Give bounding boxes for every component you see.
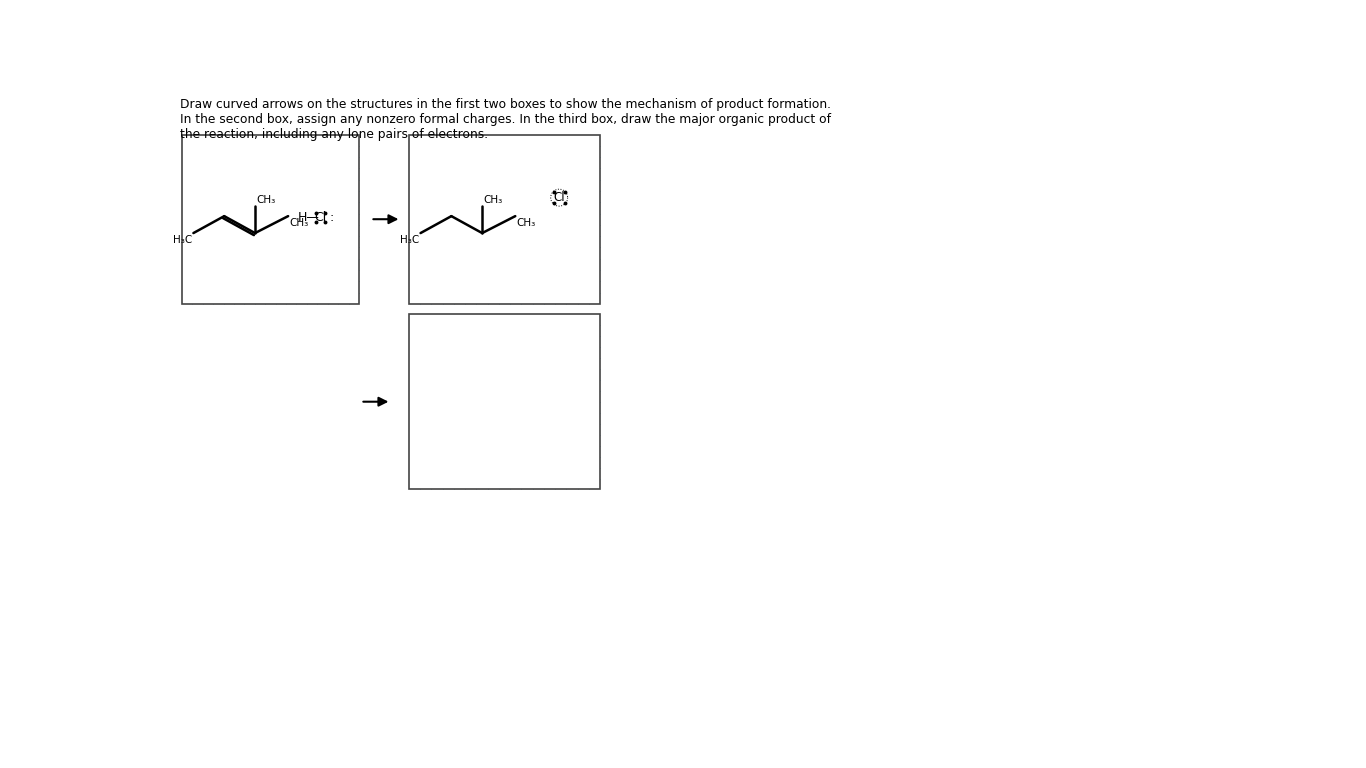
Text: :: : <box>329 211 333 224</box>
Text: CH₃: CH₃ <box>257 194 276 204</box>
Text: Draw curved arrows on the structures in the first two boxes to show the mechanis: Draw curved arrows on the structures in … <box>180 98 832 141</box>
Text: CH₃: CH₃ <box>516 217 535 227</box>
Text: Cl: Cl <box>553 191 566 204</box>
Bar <box>408 134 600 304</box>
Text: H₃C: H₃C <box>400 234 419 245</box>
Text: H—: H— <box>298 211 320 224</box>
Text: H₃C: H₃C <box>172 234 191 245</box>
Bar <box>182 134 359 304</box>
Text: CH₃: CH₃ <box>290 217 309 227</box>
Text: Cl: Cl <box>314 211 326 224</box>
Bar <box>408 314 600 489</box>
Text: CH₃: CH₃ <box>484 194 503 204</box>
